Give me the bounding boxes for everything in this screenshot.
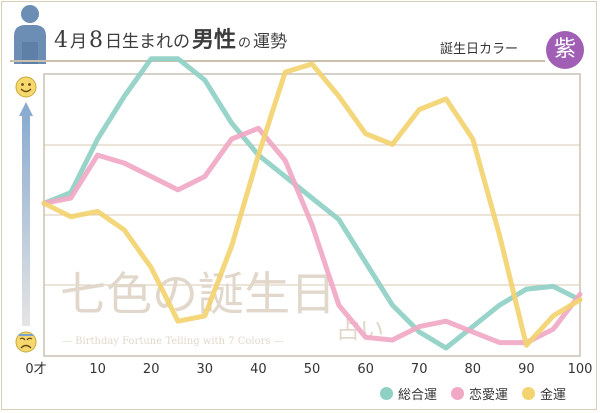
legend-label: 金運	[540, 387, 567, 403]
grid	[44, 144, 580, 286]
legend-item-2: 恋愛運	[451, 384, 508, 403]
x-tick-label: 80	[465, 362, 482, 377]
mood-scale	[15, 76, 37, 353]
legend-swatch	[451, 386, 465, 400]
x-tick-label: 0才	[25, 362, 46, 377]
series-line-2	[41, 125, 583, 346]
legend-swatch	[522, 386, 536, 400]
watermark-main: 七色の誕生日	[60, 267, 336, 321]
x-tick-label: 50	[304, 362, 321, 377]
legend: 総合運 恋愛運 金運	[380, 383, 566, 403]
title-month: 4	[54, 28, 68, 53]
series-line-3	[41, 61, 583, 348]
sad-face-icon	[15, 331, 37, 353]
legend-label: 恋愛運	[469, 387, 509, 403]
person-silhouette-icon	[14, 5, 46, 64]
x-tick-label: 20	[143, 362, 160, 377]
legend-item-1: 総合運	[380, 384, 437, 403]
x-tick-label: 70	[411, 362, 428, 377]
x-tick-label: 10	[89, 362, 106, 377]
title-day: 8	[89, 28, 103, 53]
title-particle: の	[238, 36, 252, 51]
page-title: 4 月 8 日生まれの 男性 の 運勢	[54, 22, 287, 56]
header-divider	[10, 60, 545, 62]
birthday-color-label: 誕生日カラー	[440, 42, 519, 57]
legend-label: 総合運	[398, 387, 438, 403]
title-month-unit: 月	[70, 32, 87, 52]
legend-swatch	[380, 386, 393, 400]
series-line-1	[41, 56, 583, 351]
title-gender: 男性	[192, 27, 237, 53]
mood-scale-arrow	[19, 102, 33, 326]
smiley-face-icon	[15, 76, 37, 98]
legend-item-3: 金運	[522, 384, 566, 403]
header: 4 月 8 日生まれの 男性 の 運勢 誕生日カラー 紫	[0, 0, 600, 69]
x-tick-label: 30	[197, 362, 214, 377]
watermark-caption: — Birthday Fortune Telling with 7 Colors…	[62, 336, 284, 347]
x-tick-label: 90	[518, 362, 535, 377]
x-tick-label: 100	[568, 362, 593, 377]
birthday-color-badge: 紫	[546, 31, 584, 69]
title-day-suffix: 日生まれの	[105, 32, 190, 52]
x-tick-label: 60	[357, 362, 374, 377]
x-axis-ticks: 0才 10 20 30 40 50 60 70 80 90 100	[25, 362, 592, 377]
series-lines	[41, 56, 583, 351]
x-tick-label: 40	[250, 362, 267, 377]
title-topic: 運勢	[253, 32, 288, 52]
